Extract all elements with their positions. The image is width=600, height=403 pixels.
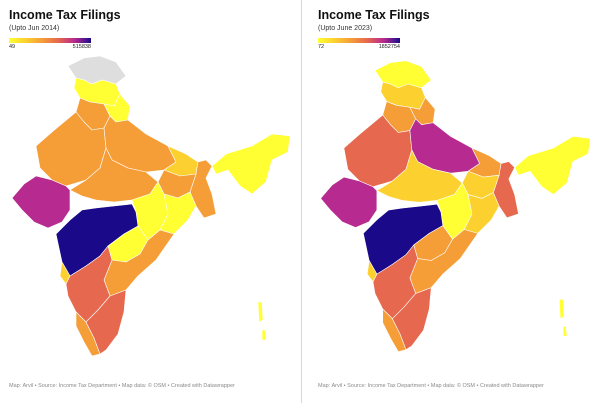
map-title: Income Tax Filings: [9, 8, 121, 22]
region-north-east[interactable]: [211, 133, 291, 195]
color-legend: 49 515838: [9, 38, 91, 50]
region-andaman-islands[interactable]: [257, 301, 267, 341]
map-credit: Map: Arvil • Source: Income Tax Departme…: [318, 383, 544, 389]
color-legend: 72 1852754: [318, 38, 400, 50]
india-choropleth-map: [320, 60, 591, 352]
map-panel-2023: Income Tax Filings (Upto June 2023) 72 1…: [309, 0, 600, 403]
legend-gradient: [318, 38, 400, 43]
map-subtitle: (Upto June 2023): [318, 25, 373, 32]
map-title: Income Tax Filings: [318, 8, 430, 22]
map-subtitle: (Upto Jun 2014): [9, 25, 60, 32]
india-choropleth-map: [11, 55, 291, 357]
region-gujarat[interactable]: [11, 175, 71, 229]
legend-gradient: [9, 38, 91, 43]
region-tamil-nadu[interactable]: [392, 287, 432, 351]
region-gujarat[interactable]: [320, 176, 378, 228]
region-odisha[interactable]: [159, 191, 197, 235]
panel-divider: [301, 0, 302, 403]
legend-max-label: 515838: [72, 44, 91, 50]
map-credit: Map: Arvil • Source: Income Tax Departme…: [9, 383, 235, 389]
region-odisha[interactable]: [463, 192, 500, 234]
legend-min-label: 49: [9, 44, 16, 50]
map-panel-2014: Income Tax Filings (Upto Jun 2014) 49 51…: [9, 8, 291, 389]
legend-min-label: 72: [318, 44, 325, 50]
region-north-east[interactable]: [514, 136, 591, 195]
legend-max-label: 1852754: [378, 44, 400, 50]
region-andaman-islands[interactable]: [558, 299, 568, 337]
region-tamil-nadu[interactable]: [85, 289, 127, 355]
